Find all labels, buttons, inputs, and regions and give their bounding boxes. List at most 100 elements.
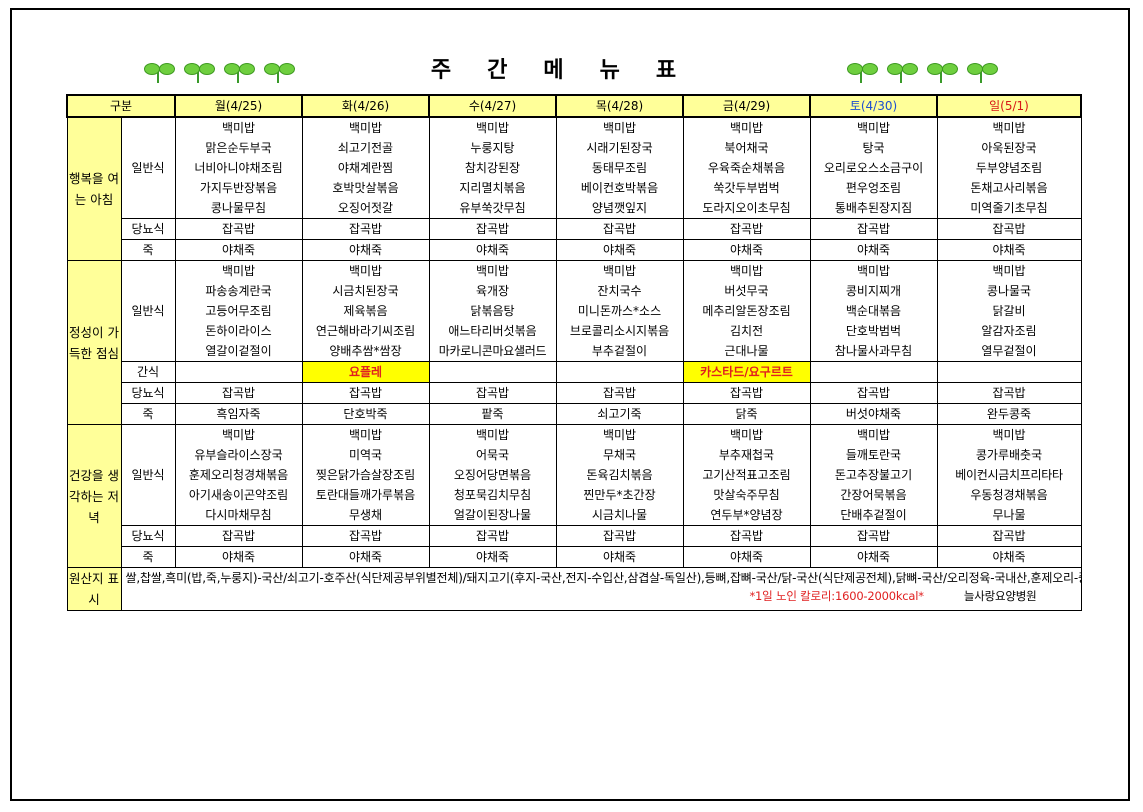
header-day-tue: 화(4/26) (301, 94, 430, 118)
dinner-diabetic-wed: 잡곡밥 (428, 525, 557, 547)
sprouts-right (845, 60, 998, 84)
lunch-dish-sun: 콩나물국 (936, 281, 1082, 301)
dinner-dish-wed: 오징어당면볶음 (428, 465, 557, 485)
dinner-porridge-sun: 야채죽 (936, 546, 1082, 568)
page-frame (10, 8, 1130, 801)
dinner-dish-wed: 백미밥 (428, 424, 557, 445)
lunch-dish-mon: 고등어무조림 (174, 301, 303, 321)
breakfast-diabetic-wed: 잡곡밥 (428, 218, 557, 240)
lunch-dish-fri: 백미밥 (682, 260, 811, 281)
page-title: 주간메뉴표 (430, 58, 713, 83)
lunch-diabetic-fri: 잡곡밥 (682, 382, 811, 404)
lunch-snack-label: 간식 (120, 361, 176, 383)
breakfast-dish-mon: 맑은순두부국 (174, 138, 303, 158)
sprout-icon (925, 60, 958, 84)
dinner-diabetic-mon: 잡곡밥 (174, 525, 303, 547)
breakfast-dish-wed: 누룽지탕 (428, 138, 557, 158)
breakfast-porridge-sun: 야채죽 (936, 239, 1082, 261)
sprouts-left (142, 60, 295, 84)
lunch-dish-mon: 돈하이라이스 (174, 321, 303, 341)
origin-footer: *1일 노인 칼로리:1600-2000kcal* 늘사랑요양병원 (126, 586, 1077, 606)
lunch-dish-thu: 미니돈까스*소스 (555, 301, 684, 321)
dinner-dish-fri: 백미밥 (682, 424, 811, 445)
breakfast-dish-sat: 백미밥 (809, 116, 938, 138)
breakfast-dish-thu: 베이컨호박볶음 (555, 178, 684, 198)
sprout-icon (262, 60, 295, 84)
dinner-dish-thu: 시금치나물 (555, 505, 684, 526)
dinner-diabetic-fri: 잡곡밥 (682, 525, 811, 547)
origin-text: 쌀,찹쌀,흑미(밥,죽,누룽지)-국산/쇠고기-호주산(식단제공부위별전체)/돼… (125, 571, 1081, 585)
dinner-porridge-fri: 야채죽 (682, 546, 811, 568)
lunch-general-row: 돈하이라이스 연근해바라기씨조림 애느타리버섯볶음 브로콜리소시지볶음 김치전 단호박범벅… (67, 321, 1082, 341)
breakfast-general-row: 행복을 여는 아침 일반식 백미밥 백미밥 백미밥 백미밥 백미밥 백미밥 백미밥 (66, 116, 1082, 261)
dinner-dish-mon: 유부슬라이스장국 (174, 445, 303, 465)
lunch-snack-tue: 요플레 (301, 361, 430, 383)
header-day-sun: 일(5/1) (936, 94, 1082, 118)
lunch-dish-wed: 마카로니콘마요샐러드 (428, 341, 557, 362)
dinner-diabetic-row: 당뇨식 잡곡밥 잡곡밥 잡곡밥 잡곡밥 잡곡밥 잡곡밥 잡곡밥 (67, 525, 1082, 547)
breakfast-dish-sat: 오리로오스소금구이 (809, 158, 938, 178)
dinner-dish-mon: 다시마채무침 (174, 505, 303, 526)
breakfast-general-row: 가지두반장볶음 호박맛살볶음 지리멸치볶음 베이컨호박볶음 쑥갓두부범벅 편우엉조림 돈채고… (67, 178, 1082, 198)
breakfast-porridge-label: 죽 (120, 239, 176, 261)
lunch-snack-sat (809, 361, 938, 383)
dinner-dish-wed: 어묵국 (428, 445, 557, 465)
lunch-snack-thu (555, 361, 684, 383)
dinner-dish-wed: 청포묵김치무침 (428, 485, 557, 505)
dinner-porridge-row: 죽 야채죽 야채죽 야채죽 야채죽 야채죽 야채죽 야채죽 (67, 546, 1082, 568)
lunch-diabetic-sun: 잡곡밥 (936, 382, 1082, 404)
lunch-dish-fri: 김치전 (682, 321, 811, 341)
dinner-dish-tue: 무생채 (301, 505, 430, 526)
breakfast-dish-sat: 탕국 (809, 138, 938, 158)
header-day-sat: 토(4/30) (809, 94, 938, 118)
dinner-dish-fri: 부추재첩국 (682, 445, 811, 465)
calorie-note: *1일 노인 칼로리:1600-2000kcal* (749, 589, 924, 603)
lunch-diabetic-wed: 잡곡밥 (428, 382, 557, 404)
sprout-icon (885, 60, 918, 84)
dinner-porridge-thu: 야채죽 (555, 546, 684, 568)
dinner-dish-mon: 백미밥 (174, 424, 303, 445)
lunch-porridge-label: 죽 (120, 403, 176, 425)
dinner-diabetic-thu: 잡곡밥 (555, 525, 684, 547)
dinner-dish-sun: 백미밥 (936, 424, 1082, 445)
dinner-dish-sat: 돈고추장불고기 (809, 465, 938, 485)
lunch-dish-tue: 시금치된장국 (301, 281, 430, 301)
breakfast-diabetic-thu: 잡곡밥 (555, 218, 684, 240)
breakfast-dish-mon: 콩나물무침 (174, 198, 303, 219)
lunch-general-row: 열갈이겉절이 양배추쌈*쌈장 마카로니콘마요샐러드 부추겉절이 근대나물 참나물사과무침 열… (67, 341, 1082, 362)
breakfast-dish-tue: 쇠고기전골 (301, 138, 430, 158)
breakfast-diabetic-mon: 잡곡밥 (174, 218, 303, 240)
lunch-snack-wed (428, 361, 557, 383)
header-day-wed: 수(4/27) (428, 94, 557, 118)
header-day-fri: 금(4/29) (682, 94, 811, 118)
breakfast-porridge-row: 죽 야채죽 야채죽 야채죽 야채죽 야채죽 야채죽 야채죽 (67, 239, 1082, 261)
dinner-general-row: 다시마채무침 무생채 얼갈이된장나물 시금치나물 연두부*양념장 단배추겉절이 무나물 (67, 505, 1082, 526)
dinner-dish-sat: 백미밥 (809, 424, 938, 445)
breakfast-dish-sun: 백미밥 (936, 116, 1082, 138)
header-label: 구분 (66, 94, 176, 118)
lunch-diabetic-thu: 잡곡밥 (555, 382, 684, 404)
lunch-dish-fri: 메추리알돈장조림 (682, 301, 811, 321)
breakfast-general-row: 맑은순두부국 쇠고기전골 누룽지탕 시래기된장국 북어채국 탕국 아욱된장국 (67, 138, 1082, 158)
breakfast-general-row: 너비아니야채조림 야채계란찜 참치강된장 동태무조림 우육죽순채볶음 오리로오스소금구이 두… (67, 158, 1082, 178)
lunch-dish-wed: 애느타리버섯볶음 (428, 321, 557, 341)
dinner-dish-sun: 콩가루배춧국 (936, 445, 1082, 465)
breakfast-dish-sat: 통배추된장지짐 (809, 198, 938, 219)
breakfast-porridge-mon: 야채죽 (174, 239, 303, 261)
breakfast-dish-sun: 돈채고사리볶음 (936, 178, 1082, 198)
dinner-section-label: 건강을 생각하는 저녁 (66, 424, 122, 568)
lunch-snack-sun (936, 361, 1082, 383)
dinner-diabetic-sat: 잡곡밥 (809, 525, 938, 547)
lunch-dish-sat: 참나물사과무침 (809, 341, 938, 362)
dinner-dish-mon: 아기새송이곤약조림 (174, 485, 303, 505)
lunch-diabetic-mon: 잡곡밥 (174, 382, 303, 404)
lunch-general-row: 정성이 가득한 점심 일반식 백미밥 백미밥 백미밥 백미밥 백미밥 백미밥 백미밥 (66, 260, 1082, 425)
breakfast-porridge-wed: 야채죽 (428, 239, 557, 261)
lunch-snack-fri: 카스타드/요구르트 (682, 361, 811, 383)
breakfast-general-row: 콩나물무침 오징어젓갈 유부쑥갓무침 양념깻잎지 도라지오이초무침 통배추된장지짐 미역줄기… (67, 198, 1082, 219)
lunch-snack-mon (174, 361, 303, 383)
breakfast-dish-wed: 참치강된장 (428, 158, 557, 178)
lunch-diabetic-label: 당뇨식 (120, 382, 176, 404)
dinner-diabetic-label: 당뇨식 (120, 525, 176, 547)
sprout-icon (222, 60, 255, 84)
